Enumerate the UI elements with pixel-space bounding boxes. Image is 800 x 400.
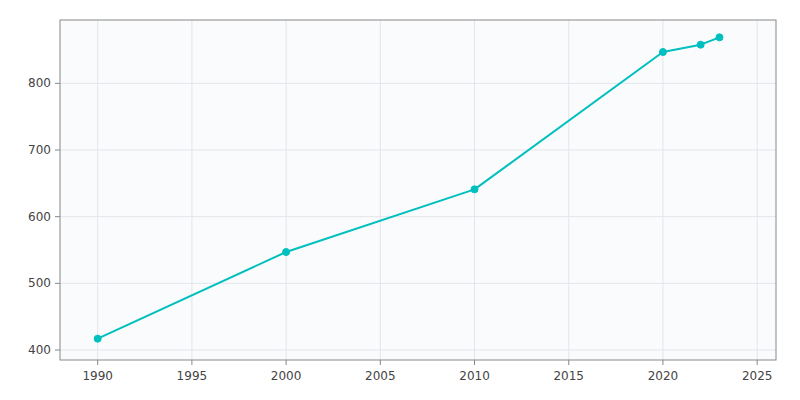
y-grid-line [60,216,776,217]
x-grid-line [380,20,381,360]
plot-background [60,20,776,360]
point [697,41,704,48]
y-tick-label: 400 [28,343,51,357]
y-tick [55,350,60,351]
y-tick [55,216,60,217]
x-tick [380,360,381,365]
x-tick [662,360,663,365]
plot-frame [60,20,776,360]
y-grid-line [60,83,776,84]
series [94,34,723,342]
point [471,186,478,193]
y-tick-label: 800 [28,76,51,90]
chart-container: 1990 1995 2000 2005 2010 2015 2020 2025 400 500 60… [0,0,800,400]
y-grid-line [60,350,776,351]
x-grid-line [286,20,287,360]
x-grid-line [568,20,569,360]
chart-svg: 1990 1995 2000 2005 2010 2015 2020 2025 400 500 60… [0,0,800,400]
y-tick-label: 500 [28,276,51,290]
x-tick [568,360,569,365]
y-tick [55,83,60,84]
x-tick-label: 2000 [271,369,302,383]
line [98,37,720,338]
x-tick-label: 2010 [459,369,490,383]
point [659,49,666,56]
x-tick-label: 1990 [82,369,113,383]
x-tick [757,360,758,365]
x-tick-label: 2025 [742,369,773,383]
grid [55,20,776,365]
x-grid-line [662,20,663,360]
x-tick-label: 2005 [365,369,396,383]
point [94,335,101,342]
point [716,34,723,41]
x-tick [286,360,287,365]
x-grid-line [191,20,192,360]
x-tick [474,360,475,365]
y-grid-line [60,283,776,284]
x-tick-label: 1995 [177,369,208,383]
point [283,249,290,256]
x-grid-line [97,20,98,360]
x-grid-line [757,20,758,360]
y-tick [55,150,60,151]
y-tick [55,283,60,284]
tick-labels: 1990 1995 2000 2005 2010 2015 2020 2025 400 500 60… [28,76,772,383]
y-tick-label: 600 [28,210,51,224]
y-grid-line [60,150,776,151]
x-tick [191,360,192,365]
x-tick [97,360,98,365]
x-tick-label: 2015 [553,369,584,383]
x-tick-label: 2020 [648,369,679,383]
y-tick-label: 700 [28,143,51,157]
